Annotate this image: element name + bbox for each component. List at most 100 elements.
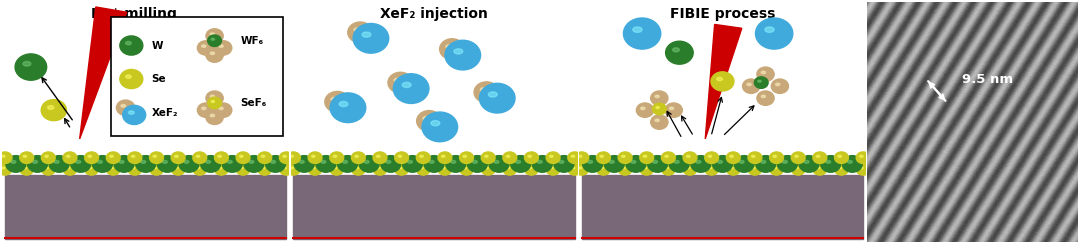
Ellipse shape	[633, 27, 643, 32]
Ellipse shape	[760, 160, 766, 163]
Ellipse shape	[106, 152, 120, 164]
Ellipse shape	[127, 152, 141, 164]
Ellipse shape	[162, 160, 167, 163]
Ellipse shape	[511, 156, 530, 172]
Ellipse shape	[283, 167, 286, 169]
Ellipse shape	[89, 167, 92, 169]
Ellipse shape	[351, 164, 365, 175]
Ellipse shape	[266, 156, 285, 172]
Ellipse shape	[381, 156, 401, 172]
Ellipse shape	[821, 156, 840, 172]
Ellipse shape	[218, 167, 221, 169]
Ellipse shape	[626, 156, 646, 172]
Ellipse shape	[860, 155, 863, 157]
Ellipse shape	[571, 155, 575, 157]
Ellipse shape	[440, 39, 464, 60]
Ellipse shape	[330, 93, 366, 122]
Ellipse shape	[45, 155, 49, 157]
Ellipse shape	[329, 152, 343, 164]
Ellipse shape	[150, 164, 163, 175]
Ellipse shape	[579, 167, 582, 169]
Ellipse shape	[240, 155, 243, 157]
Ellipse shape	[739, 160, 744, 163]
Ellipse shape	[45, 167, 49, 169]
Ellipse shape	[19, 164, 33, 175]
Ellipse shape	[420, 167, 423, 169]
Ellipse shape	[754, 77, 768, 88]
Ellipse shape	[454, 49, 463, 54]
Ellipse shape	[334, 155, 337, 157]
Ellipse shape	[15, 54, 46, 80]
Ellipse shape	[215, 41, 232, 55]
Ellipse shape	[771, 79, 788, 93]
Ellipse shape	[150, 152, 163, 164]
Ellipse shape	[353, 24, 389, 53]
Ellipse shape	[618, 164, 632, 175]
Ellipse shape	[289, 155, 294, 157]
Ellipse shape	[193, 152, 206, 164]
Ellipse shape	[639, 164, 653, 175]
Ellipse shape	[198, 103, 215, 117]
Ellipse shape	[175, 155, 178, 157]
Ellipse shape	[550, 155, 553, 157]
Ellipse shape	[258, 152, 272, 164]
Ellipse shape	[32, 160, 38, 163]
Ellipse shape	[795, 167, 798, 169]
Ellipse shape	[110, 155, 113, 157]
Ellipse shape	[623, 18, 661, 49]
Ellipse shape	[394, 152, 408, 164]
Ellipse shape	[622, 155, 625, 157]
Ellipse shape	[416, 152, 430, 164]
Ellipse shape	[198, 41, 215, 55]
Text: W: W	[151, 41, 163, 51]
Ellipse shape	[339, 101, 348, 107]
Ellipse shape	[377, 167, 380, 169]
Ellipse shape	[373, 152, 387, 164]
Ellipse shape	[399, 167, 402, 169]
Ellipse shape	[67, 155, 70, 157]
Ellipse shape	[219, 107, 224, 110]
Ellipse shape	[482, 164, 495, 175]
Ellipse shape	[438, 152, 451, 164]
Ellipse shape	[713, 156, 732, 172]
Ellipse shape	[1, 167, 5, 169]
Ellipse shape	[153, 155, 157, 157]
Ellipse shape	[468, 156, 487, 172]
Ellipse shape	[407, 160, 413, 163]
Ellipse shape	[665, 155, 669, 157]
Ellipse shape	[120, 36, 143, 55]
Ellipse shape	[596, 152, 610, 164]
Ellipse shape	[575, 152, 589, 164]
Ellipse shape	[222, 156, 242, 172]
Ellipse shape	[674, 160, 679, 163]
Ellipse shape	[717, 77, 723, 81]
Ellipse shape	[312, 155, 315, 157]
Ellipse shape	[117, 100, 135, 115]
Ellipse shape	[481, 88, 487, 91]
Ellipse shape	[386, 160, 391, 163]
Ellipse shape	[687, 155, 690, 157]
Ellipse shape	[420, 155, 423, 157]
Ellipse shape	[752, 167, 755, 169]
Ellipse shape	[446, 156, 465, 172]
Ellipse shape	[761, 71, 766, 74]
Ellipse shape	[364, 160, 369, 163]
Ellipse shape	[687, 167, 690, 169]
Ellipse shape	[41, 152, 55, 164]
Ellipse shape	[708, 155, 712, 157]
Ellipse shape	[215, 164, 228, 175]
Ellipse shape	[179, 156, 199, 172]
Ellipse shape	[206, 48, 224, 62]
Ellipse shape	[132, 155, 135, 157]
Text: FIBIE process: FIBIE process	[670, 7, 775, 21]
Ellipse shape	[835, 152, 849, 164]
Ellipse shape	[856, 164, 870, 175]
Ellipse shape	[665, 103, 683, 117]
Bar	[5, 175, 286, 239]
Ellipse shape	[600, 155, 604, 157]
Ellipse shape	[351, 152, 365, 164]
Ellipse shape	[429, 160, 434, 163]
Ellipse shape	[373, 164, 387, 175]
Ellipse shape	[474, 82, 499, 103]
Ellipse shape	[125, 75, 132, 78]
